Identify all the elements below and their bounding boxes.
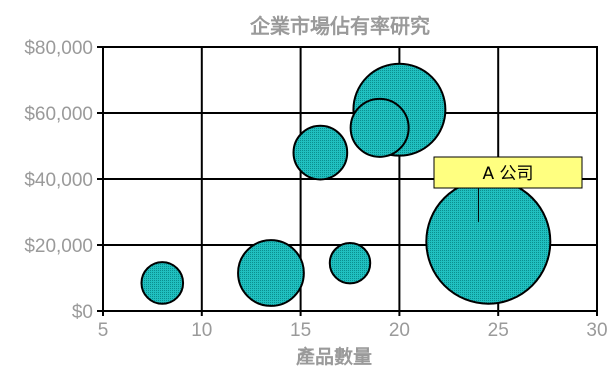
x-tick-label: 5 [98,320,109,341]
y-tick-label: $60,000 [24,104,93,125]
y-tick-label: $0 [72,302,93,323]
bubble-point [328,241,372,285]
bubble-point [425,178,552,305]
bubble-point [349,97,410,158]
y-tick-label: $40,000 [24,170,93,191]
bubble-point [237,239,305,307]
x-axis-ticks: 5 10 15 20 25 30 [98,311,608,341]
bubble-series [140,62,552,307]
annotations: A 公司 [433,156,583,222]
bubble-point [140,261,185,305]
x-tick-label: 10 [191,320,212,341]
x-tick-label: 20 [389,320,410,341]
x-tick-label: 25 [488,320,509,341]
chart-title: 企業市場佔有率研究 [249,14,430,38]
bubble-point [292,124,349,181]
y-tick-label: $20,000 [24,236,93,257]
callout-box [433,156,583,189]
x-tick-label: 15 [290,320,311,341]
callout-label: A 公司 [482,164,533,184]
y-tick-label: $80,000 [24,38,93,59]
x-tick-label: 30 [586,320,607,341]
x-axis-label: 產品數量 [296,345,372,368]
y-axis-ticks: $0 $20,000 $40,000 $60,000 $80,000 [24,38,103,323]
